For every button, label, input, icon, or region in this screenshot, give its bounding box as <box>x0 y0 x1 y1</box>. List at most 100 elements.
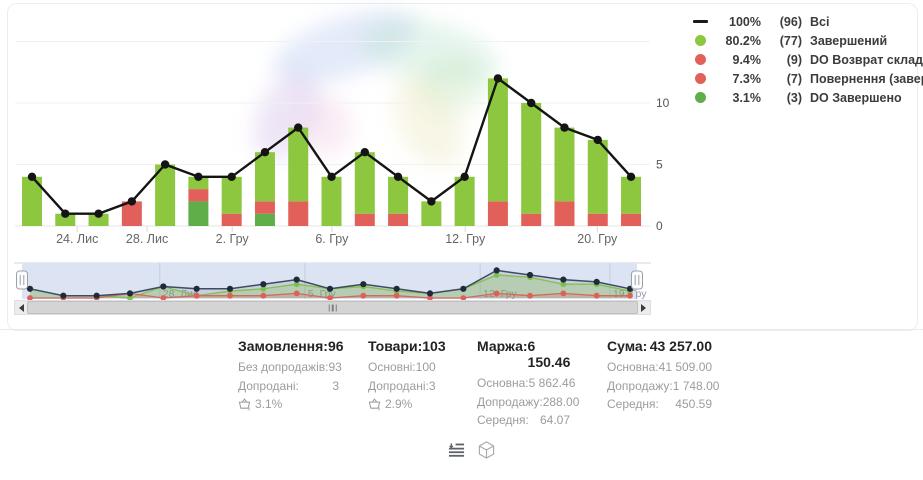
x-axis-label: 6. Гру <box>315 232 349 246</box>
stat-title-row: Сума: 43 257.00 <box>607 338 712 354</box>
navigator-selected-range[interactable] <box>22 263 637 299</box>
legend-percent: 9.4% <box>732 52 762 67</box>
basket-icon: x <box>368 398 380 411</box>
stat-row: Допродані: 3 <box>238 379 339 393</box>
stat-row-value: 1 748.00 <box>672 378 720 393</box>
legend-label: DO Возврат склад <box>810 52 923 67</box>
bar-segment[interactable] <box>621 213 642 226</box>
bar-segment[interactable] <box>621 176 642 214</box>
bar-segment[interactable] <box>188 176 209 190</box>
total-line-dots[interactable] <box>27 74 636 218</box>
bar-segment[interactable] <box>121 201 142 226</box>
bar-segment[interactable] <box>254 213 275 226</box>
legend-item-do-completed[interactable]: 3.1% (3) DO Завершено <box>688 88 923 107</box>
chart-scrollbar[interactable] <box>14 300 651 315</box>
stat-row-label: Допродажу: <box>607 378 673 393</box>
stat-title-value: 43 257.00 <box>649 338 712 354</box>
stat-row-value: 3 <box>332 378 339 393</box>
bar-segment[interactable] <box>587 213 608 226</box>
circle-marker-icon <box>688 54 712 65</box>
stacked-bars[interactable] <box>22 78 642 227</box>
bar-segment[interactable] <box>587 139 608 214</box>
bar-segment[interactable] <box>521 213 542 226</box>
bar-segment[interactable] <box>388 213 409 226</box>
legend-count: (9) <box>786 52 802 67</box>
bar-segment[interactable] <box>155 164 176 227</box>
stat-row: Без допродажів: 93 <box>238 360 342 374</box>
stat-row: Допродані: 3 <box>368 378 436 393</box>
stat-row: Середня: 450.59 <box>607 397 712 411</box>
bar-segment[interactable] <box>354 152 375 214</box>
stat-row-label: Допродані: <box>368 378 429 393</box>
stat-title-row: Маржа: 6 150.46 <box>477 338 570 370</box>
package-icon[interactable] <box>477 440 496 460</box>
legend-label: Завершений <box>810 33 888 48</box>
bar-segment[interactable] <box>88 213 109 226</box>
bar-segment[interactable] <box>22 176 42 226</box>
y-axis-label: 10 <box>656 96 670 110</box>
bar-segment[interactable] <box>554 127 575 202</box>
circle-marker-icon <box>688 35 712 46</box>
stat-row-label: Допродані: <box>238 378 299 393</box>
upsell-rate-value: 2.9% <box>385 397 413 411</box>
bar-segment[interactable] <box>354 213 375 226</box>
bar-segment[interactable] <box>554 201 575 226</box>
scroll-right-arrow[interactable] <box>637 301 650 314</box>
stat-row-value: 41 509.00 <box>658 360 713 374</box>
bar-segment[interactable] <box>254 201 275 214</box>
stat-title-label: Замовлення: <box>238 338 328 354</box>
scrollbar-thumb[interactable] <box>27 301 638 314</box>
legend-item-return-completed[interactable]: 7.3% (7) Повернення (завершений) <box>688 69 923 88</box>
bar-segment[interactable] <box>454 176 475 226</box>
stat-title-row: Замовлення: 96 <box>238 338 344 354</box>
navigator-handle-right[interactable] <box>631 270 643 290</box>
bar-segment[interactable] <box>421 201 442 226</box>
scroll-left-arrow[interactable] <box>15 301 28 314</box>
legend-item-all[interactable]: 100% (96) Всі <box>688 12 923 31</box>
stat-margin: Маржа: 6 150.46 Основна: 5 862.46 Допрод… <box>477 338 579 432</box>
stat-row-label: Середня: <box>607 397 659 411</box>
x-axis-label: 12. Гру <box>445 232 486 246</box>
chart-card <box>7 3 918 331</box>
stat-title-label: Маржа: <box>477 338 528 354</box>
stat-row-value: 93 <box>328 360 342 374</box>
stat-row-value: 64.07 <box>539 413 570 427</box>
svg-text:x: x <box>377 406 380 411</box>
legend-count: (7) <box>786 71 802 86</box>
view-toggle-icons <box>448 440 496 460</box>
navigator-handle-left[interactable] <box>16 270 28 290</box>
bar-segment[interactable] <box>55 213 76 226</box>
bar-segment[interactable] <box>288 201 309 226</box>
bar-segment[interactable] <box>487 78 508 202</box>
bar-segment[interactable] <box>221 176 242 214</box>
stat-row-value: 450.59 <box>675 397 712 411</box>
upsell-rate-row: x 3.1% <box>238 397 339 411</box>
legend-percent: 100% <box>729 14 761 29</box>
legend-item-completed[interactable]: 80.2% (77) Завершений <box>688 31 923 50</box>
bar-segment[interactable] <box>254 152 275 202</box>
legend-label: Всі <box>810 14 830 29</box>
stat-title-label: Товари: <box>368 338 423 354</box>
legend-item-do-return[interactable]: 9.4% (9) DO Возврат склад <box>688 50 923 69</box>
bar-segment[interactable] <box>288 127 309 202</box>
bar-segment[interactable] <box>188 201 209 226</box>
stat-row-label: Допродажу: <box>477 394 543 409</box>
sort-list-icon[interactable] <box>448 442 465 458</box>
stat-row: Основна: 5 862.46 <box>477 376 575 390</box>
legend-label: Повернення (завершений) <box>810 71 923 86</box>
bar-segment[interactable] <box>388 176 409 214</box>
legend-count: (96) <box>779 14 802 29</box>
legend-label: DO Завершено <box>810 90 902 105</box>
stat-title-value: 6 150.46 <box>527 338 571 370</box>
bar-segment[interactable] <box>188 189 209 202</box>
bar-segment[interactable] <box>321 176 342 226</box>
bar-segment[interactable] <box>487 201 508 226</box>
stat-row-value: 3 <box>428 378 436 393</box>
bar-segment[interactable] <box>221 213 242 226</box>
x-axis-label: 20. Гру <box>577 232 618 246</box>
x-axis-label: 2. Гру <box>216 232 250 246</box>
bar-segment[interactable] <box>521 103 542 214</box>
